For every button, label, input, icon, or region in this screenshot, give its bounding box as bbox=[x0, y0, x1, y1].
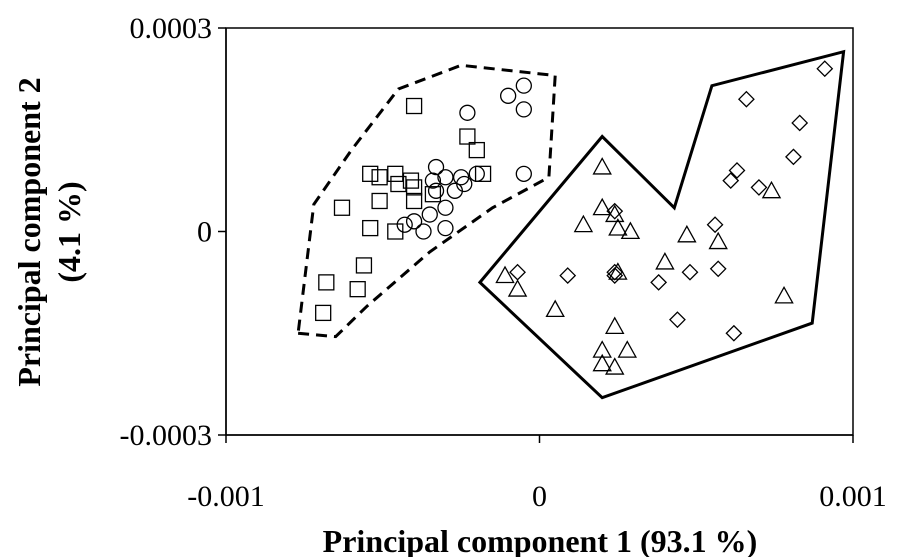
triangle-point-5 bbox=[620, 221, 641, 240]
circle-point-7 bbox=[468, 165, 485, 182]
hull-solid-1 bbox=[477, 49, 846, 400]
square-point-19 bbox=[474, 165, 492, 182]
circle-point-9 bbox=[446, 182, 464, 199]
y-tick-label-2: -0.0003 bbox=[120, 419, 213, 452]
triangle-point-1 bbox=[592, 197, 612, 216]
circle-point-16 bbox=[415, 223, 432, 240]
series-diamond bbox=[509, 60, 834, 342]
diamond-point-12 bbox=[559, 267, 577, 285]
x-tick-label-0: -0.001 bbox=[187, 480, 265, 513]
triangle-point-16 bbox=[605, 357, 625, 375]
square-point-5 bbox=[362, 165, 379, 182]
triangle-point-9 bbox=[495, 265, 515, 284]
plot-frame bbox=[225, 27, 854, 436]
triangle-point-11 bbox=[545, 299, 565, 318]
square-point-1 bbox=[459, 128, 476, 145]
square-point-8 bbox=[405, 179, 423, 196]
square-point-10 bbox=[371, 192, 388, 210]
x-tick-label-1: 0 bbox=[532, 480, 547, 513]
square-point-12 bbox=[333, 199, 351, 216]
triangle-point-15 bbox=[592, 353, 612, 372]
square-point-18 bbox=[315, 304, 332, 322]
y-axis-title-line-1: Principal component 2 bbox=[11, 77, 47, 386]
circle-point-11 bbox=[427, 182, 445, 199]
circle-point-12 bbox=[421, 206, 438, 223]
diamond-point-5 bbox=[722, 172, 740, 190]
diamond-point-3 bbox=[785, 148, 802, 166]
square-point-0 bbox=[405, 97, 423, 115]
circle-point-3 bbox=[459, 104, 476, 121]
diamond-point-11 bbox=[509, 263, 526, 281]
diamond-point-17 bbox=[725, 324, 743, 342]
diamond-point-9 bbox=[606, 263, 624, 281]
square-point-2 bbox=[468, 141, 485, 159]
triangle-point-6 bbox=[677, 224, 697, 243]
x-axis-title: Principal component 1 (93.1 %) bbox=[323, 523, 758, 557]
diamond-point-0 bbox=[816, 60, 834, 78]
circle-point-2 bbox=[515, 101, 532, 118]
triangle-point-0 bbox=[592, 157, 612, 175]
series-circle bbox=[396, 77, 532, 240]
diamond-point-2 bbox=[791, 114, 809, 132]
data-points bbox=[315, 60, 834, 375]
triangle-point-18 bbox=[774, 285, 794, 304]
circle-point-17 bbox=[437, 219, 454, 237]
triangle-point-4 bbox=[608, 218, 628, 236]
square-point-7 bbox=[390, 175, 407, 193]
x-axis: -0.001 0 0.001 bbox=[187, 434, 887, 513]
square-point-6 bbox=[402, 172, 420, 189]
triangle-point-3 bbox=[573, 214, 594, 233]
y-axis-title-line-2: (4.1 %) bbox=[51, 181, 87, 282]
y-tick-label-0: 0.0003 bbox=[130, 12, 213, 45]
hull-dashed-0 bbox=[296, 63, 557, 339]
y-axis-title: Principal component 2 (4.1 %) bbox=[11, 77, 87, 386]
triangle-point-17 bbox=[761, 180, 782, 199]
circle-point-5 bbox=[424, 172, 442, 189]
square-point-16 bbox=[318, 274, 335, 291]
diamond-point-16 bbox=[669, 311, 686, 329]
square-point-11 bbox=[405, 192, 423, 210]
diamond-point-14 bbox=[650, 273, 668, 291]
series-square bbox=[315, 97, 492, 322]
triangle-point-7 bbox=[708, 231, 728, 250]
triangle-point-12 bbox=[605, 316, 625, 335]
square-point-13 bbox=[362, 219, 379, 237]
x-tick-label-2: 0.001 bbox=[819, 480, 887, 513]
diamond-point-15 bbox=[681, 263, 699, 281]
square-point-9 bbox=[424, 186, 442, 203]
diamond-point-6 bbox=[750, 178, 768, 196]
triangle-point-13 bbox=[592, 340, 612, 358]
square-point-3 bbox=[387, 165, 404, 182]
triangle-point-10 bbox=[507, 279, 528, 297]
circle-point-18 bbox=[515, 165, 532, 182]
triangle-point-8 bbox=[655, 252, 675, 270]
circle-point-14 bbox=[405, 213, 423, 230]
diamond-point-13 bbox=[606, 267, 624, 285]
diamond-point-4 bbox=[728, 162, 746, 179]
square-point-15 bbox=[355, 257, 373, 274]
circle-point-0 bbox=[499, 87, 517, 104]
circle-point-1 bbox=[515, 77, 532, 94]
y-axis: 0.0003 0 -0.0003 bbox=[120, 12, 227, 452]
y-tick-label-1: 0 bbox=[197, 216, 212, 249]
convex-hulls bbox=[296, 49, 846, 400]
diamond-point-7 bbox=[706, 216, 724, 234]
square-point-14 bbox=[387, 223, 404, 240]
diamond-point-10 bbox=[709, 260, 727, 278]
circle-point-13 bbox=[437, 199, 454, 216]
diamond-point-1 bbox=[737, 90, 755, 108]
circle-point-4 bbox=[427, 158, 445, 176]
square-point-4 bbox=[371, 169, 388, 186]
plot-area bbox=[225, 27, 854, 436]
diamond-point-8 bbox=[606, 202, 624, 220]
triangle-point-14 bbox=[617, 340, 638, 358]
square-point-17 bbox=[349, 281, 366, 298]
circle-point-10 bbox=[437, 169, 454, 186]
circle-point-15 bbox=[396, 216, 413, 233]
